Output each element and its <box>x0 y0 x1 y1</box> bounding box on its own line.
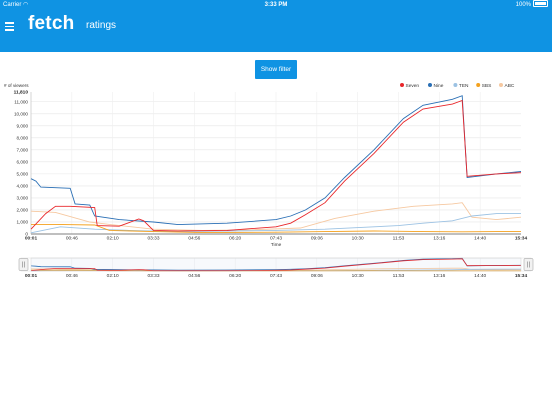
x-tick-label: 11:53 <box>393 236 405 242</box>
navigator-tick-label: 07:43 <box>270 273 282 279</box>
status-time: 3:33 PM <box>264 2 288 8</box>
legend-marker-sbs[interactable] <box>476 83 481 87</box>
x-tick-label: 06:20 <box>229 236 241 242</box>
legend-label-abc[interactable]: ABC <box>505 83 515 89</box>
navigator-handle-right[interactable] <box>523 258 534 271</box>
x-tick-label: 00:01 <box>25 236 38 242</box>
page-title: ratings <box>86 20 117 31</box>
y-max-label: 11,810 <box>14 90 29 96</box>
x-tick-label: 15:34 <box>515 236 528 242</box>
x-tick-label: 02:10 <box>107 236 119 242</box>
legend-marker-abc[interactable] <box>499 83 503 87</box>
legend-marker-ten[interactable] <box>453 83 458 87</box>
legend-marker-seven[interactable] <box>400 83 404 87</box>
navigator-tick-label: 09:06 <box>311 273 323 279</box>
navigator-tick-label: 03:33 <box>147 273 159 279</box>
y-tick-label: 6,000 <box>17 159 29 164</box>
x-tick-label: 09:06 <box>311 236 323 242</box>
y-axis-label: # of viewers <box>4 83 29 88</box>
navigator-tick-label: 13:16 <box>433 273 445 279</box>
chart-svg: 1,000 2,000 3,000 4,000 5,000 6,000 7,000 8,000… <box>4 83 534 279</box>
carrier-text: Carrier <box>3 2 22 8</box>
navigator-tick-label: 14:40 <box>474 273 486 279</box>
navigator-tick-label: 10:30 <box>352 273 364 279</box>
x-tick-label: 07:43 <box>270 236 282 242</box>
x-tick-label: 10:30 <box>352 236 364 242</box>
navigator-tick-label: 06:20 <box>229 273 241 279</box>
series-line-sbs <box>31 223 521 234</box>
legend-label-sbs[interactable]: SBS <box>482 83 492 89</box>
y-tick-label: 3,000 <box>17 196 29 201</box>
x-tick-label: 13:16 <box>433 236 445 242</box>
y-tick-label: 2,000 <box>17 208 29 213</box>
y-tick-label: 11,000 <box>14 99 28 104</box>
navigator-tick-label: 15:34 <box>515 273 528 279</box>
navigator-tick-label: 11:53 <box>393 273 405 279</box>
navigator-tick-label: 02:10 <box>107 273 119 279</box>
series-line-nine <box>30 95 522 226</box>
battery-icon <box>533 0 548 7</box>
x-tick-label: 14:40 <box>474 236 486 242</box>
y-tick-label: 8,000 <box>17 135 29 140</box>
y-tick-label: 1,000 <box>17 220 29 225</box>
series-line-abc <box>30 202 522 231</box>
legend-label-ten[interactable]: TEN <box>459 83 469 89</box>
app-bar: fetch ratings <box>0 10 552 52</box>
app-logo: fetch <box>28 13 75 34</box>
series-line-seven <box>30 99 522 232</box>
navigator-series-seven <box>30 258 522 272</box>
navigator-tick-label: 00:01 <box>25 273 38 279</box>
x-axis-label: Time <box>271 242 282 248</box>
hamburger-menu-icon[interactable] <box>5 22 14 31</box>
x-tick-label: 04:56 <box>188 236 200 242</box>
show-filter-button[interactable]: Show filter <box>255 60 297 79</box>
y-tick-label: 4,000 <box>17 184 29 189</box>
ratings-chart: 1,000 2,000 3,000 4,000 5,000 6,000 7,000 8,000… <box>0 80 552 370</box>
y-tick-label: 10,000 <box>14 111 28 116</box>
legend-label-seven[interactable]: Seven <box>406 83 420 89</box>
wifi-icon: ◠ <box>23 2 29 8</box>
x-tick-label: 03:33 <box>147 236 159 242</box>
y-tick-label: 9,000 <box>17 123 29 128</box>
y-tick-label: 7,000 <box>17 147 29 152</box>
battery-status: 100% <box>516 0 548 10</box>
navigator-selection[interactable] <box>30 257 522 272</box>
navigator-handle-left[interactable] <box>18 258 29 271</box>
legend-marker-nine[interactable] <box>428 83 432 87</box>
navigator-tick-label: 00:46 <box>66 273 78 279</box>
legend-label-nine[interactable]: Nine <box>434 83 444 89</box>
carrier-label: Carrier ◠ <box>3 0 28 10</box>
navigator-tick-label: 04:56 <box>188 273 200 279</box>
status-bar: Carrier ◠ 3:33 PM 100% <box>0 0 552 10</box>
y-zero-label: 0 <box>25 232 28 238</box>
navigator-series-nine <box>30 257 522 271</box>
y-tick-label: 5,000 <box>17 171 29 176</box>
x-tick-label: 00:46 <box>66 236 78 242</box>
battery-percent: 100% <box>515 2 531 8</box>
